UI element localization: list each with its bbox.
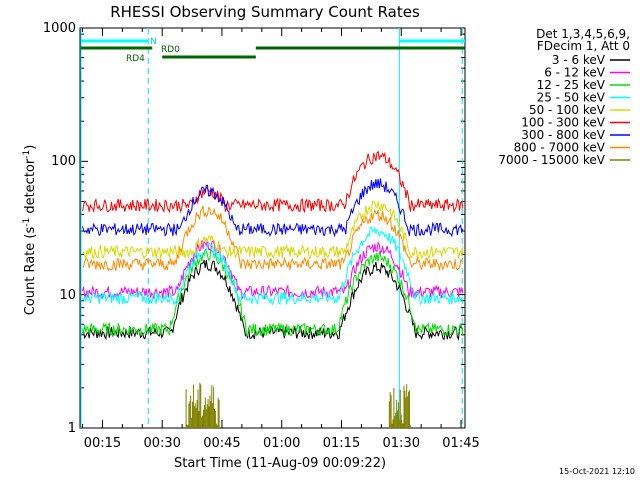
legend-label: 7000 - 15000 keV [498,153,605,167]
x-tick-label: 01:45 [442,436,479,451]
series-line-800-7000-kev [82,205,464,272]
legend-label: 6 - 12 keV [544,66,606,80]
x-tick-label: 00:30 [143,436,180,451]
x-tick-label: 01:30 [383,436,420,451]
legend-label: 25 - 50 keV [537,91,606,105]
series-line-50-100-kev [82,200,464,260]
legend-header-line-1: Det 1,3,4,5,6,9, [536,27,630,41]
y-tick-label-100: 100 [51,154,76,169]
legend-label: 100 - 300 keV [521,116,605,130]
series-line-25-50-kev [82,226,464,306]
series-line-300-800-kev [82,178,464,238]
x-tick-label: 01:00 [263,436,300,451]
legend-label: 12 - 25 keV [537,78,606,92]
chart-title: RHESSI Observing Summary Count Rates [110,3,420,21]
night-label: N [150,37,157,47]
y-tick-label-1: 1 [68,421,76,436]
x-axis-label: Start Time (11-Aug-09 00:09:22) [174,456,386,471]
x-tick-label: 00:45 [203,436,240,451]
rd4-label: RD4 [126,54,145,64]
legend-label: 50 - 100 keV [529,103,606,117]
legend-label: 300 - 800 keV [521,128,605,142]
x-tick-label: 00:15 [84,436,121,451]
y-tick-label-1000: 1000 [43,21,76,36]
series-line-12-25-kev [82,248,464,338]
rd0-label: RD0 [161,45,180,55]
series-line-6-12-kev [82,239,464,300]
x-tick-label: 01:15 [323,436,360,451]
series-layer [82,150,464,428]
legend-label: 800 - 7000 keV [514,141,606,155]
footer-timestamp: 15-Oct-2021 12:10 [559,467,635,476]
y-tick-label-10: 10 [59,288,76,303]
legend-header-line-2: FDecim 1, Att 0 [537,39,630,53]
plot-frame [79,27,466,429]
chart-static-layer: 00:15 00:30 00:45 01:00 01:15 01:30 01:45 [80,28,480,451]
series-line-100-300-kev [82,150,464,214]
legend-label: 3 - 6 keV [552,53,606,67]
series-line-3-6-kev [82,259,464,342]
y-axis-label: Count Rate (s-1 detector-1) [22,145,38,316]
